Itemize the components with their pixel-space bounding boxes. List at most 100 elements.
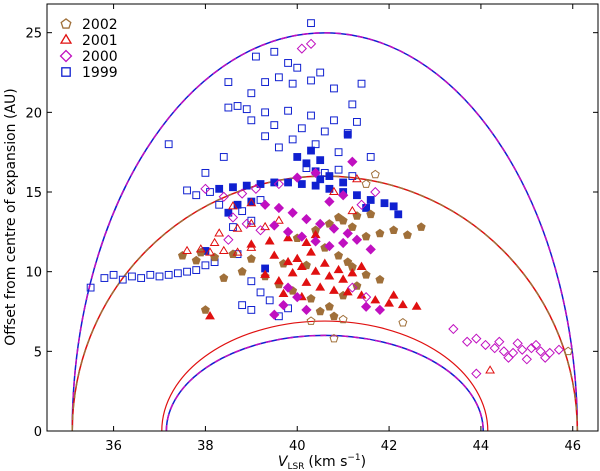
- data-point-2001: [182, 245, 192, 255]
- data-point-2002: [334, 251, 344, 260]
- data-point-1999: [118, 275, 127, 284]
- data-point-2000: [292, 292, 303, 303]
- data-point-2000: [241, 218, 252, 230]
- data-point-1999: [109, 270, 118, 279]
- data-point-2002: [338, 314, 348, 324]
- data-point-1999: [100, 274, 109, 282]
- x-tick-label: 42: [381, 439, 398, 454]
- data-point-1999: [330, 116, 338, 125]
- data-point-2002: [329, 311, 339, 321]
- data-point-1999: [284, 106, 292, 115]
- data-point-2000: [292, 172, 303, 183]
- x-tick-label: 40: [289, 439, 306, 454]
- data-point-2000: [448, 323, 459, 335]
- data-point-2001: [301, 237, 312, 247]
- y-tick-label: 25: [25, 27, 42, 42]
- data-point-2002: [398, 317, 408, 327]
- y-tick-label: 15: [25, 186, 42, 201]
- data-point-2000: [370, 186, 381, 198]
- data-point-1999: [215, 200, 224, 209]
- data-point-1999: [307, 111, 315, 120]
- legend-marker: [60, 18, 72, 29]
- data-point-1999: [155, 272, 164, 281]
- y-tick-label: 5: [34, 345, 42, 360]
- data-point-2001: [342, 287, 353, 296]
- data-point-1999: [307, 19, 315, 28]
- y-axis-label: Offset from centre of expansion (AU): [3, 88, 19, 345]
- legend-marker: [59, 33, 73, 44]
- data-point-1999: [307, 146, 315, 155]
- data-point-2001: [310, 266, 321, 275]
- x-tick-label: 38: [197, 439, 214, 454]
- data-point-1999: [297, 124, 306, 133]
- data-point-1999: [265, 296, 274, 305]
- data-point-2000: [338, 190, 349, 201]
- data-point-2002: [306, 316, 316, 325]
- data-point-2000: [269, 309, 280, 320]
- data-point-2000: [223, 234, 234, 245]
- data-point-2000: [273, 178, 285, 190]
- data-point-2000: [338, 237, 349, 249]
- data-point-1999: [86, 283, 95, 292]
- data-point-2000: [360, 301, 372, 312]
- data-point-2002: [361, 270, 371, 279]
- data-point-1999: [183, 267, 191, 276]
- legend-item-2002: 2002: [60, 17, 118, 33]
- data-point-2001: [278, 288, 289, 298]
- data-point-2001: [269, 250, 280, 259]
- data-point-2002: [361, 179, 371, 188]
- data-point-2000: [471, 333, 482, 344]
- data-point-2000: [305, 38, 317, 49]
- data-point-2002: [389, 225, 399, 235]
- data-point-2000: [553, 344, 565, 355]
- data-point-2001: [283, 256, 293, 266]
- shell-1: [71, 32, 579, 431]
- data-point-2000: [503, 352, 514, 363]
- data-point-2000: [301, 213, 312, 225]
- data-point-2000: [328, 223, 340, 234]
- x-axis-label-close: ): [361, 454, 366, 470]
- data-point-1999: [339, 178, 348, 187]
- data-point-2001: [347, 268, 358, 277]
- data-point-1999: [293, 153, 302, 161]
- data-point-2000: [498, 346, 509, 357]
- data-point-2001: [388, 290, 399, 299]
- data-point-2000: [315, 218, 326, 230]
- data-point-2001: [273, 276, 284, 285]
- data-point-1999: [128, 272, 136, 281]
- x-axis-label-main: V: [278, 454, 289, 470]
- data-point-2001: [315, 282, 326, 291]
- data-point-2000: [237, 188, 248, 199]
- data-point-2000: [512, 338, 523, 349]
- data-point-2001: [352, 174, 362, 183]
- data-point-2000: [526, 343, 537, 354]
- data-point-2001: [301, 277, 312, 286]
- y-tick-label: 0: [34, 425, 42, 440]
- legend-item-2001: 2001: [59, 33, 118, 49]
- data-point-2001: [195, 244, 206, 253]
- legend-label: 1999: [82, 65, 118, 81]
- data-point-2001: [205, 311, 215, 320]
- data-point-1999: [274, 143, 283, 152]
- data-point-2000: [360, 292, 372, 303]
- data-point-2002: [347, 222, 357, 231]
- data-point-2001: [264, 236, 275, 245]
- shell-line: [161, 320, 489, 431]
- data-point-2000: [200, 183, 211, 194]
- data-point-2002: [315, 306, 325, 316]
- data-point-2002: [200, 305, 210, 314]
- data-point-2002: [375, 274, 385, 284]
- data-point-1999: [247, 116, 256, 125]
- shell-line-dashed: [71, 32, 579, 431]
- data-point-2000: [342, 228, 353, 239]
- data-point-1999: [334, 148, 343, 157]
- data-point-2001: [324, 271, 335, 280]
- data-point-1999: [343, 130, 352, 139]
- data-point-1999: [247, 277, 256, 286]
- data-point-1999: [394, 210, 403, 219]
- data-point-2001: [306, 247, 316, 256]
- data-point-2002: [416, 222, 426, 231]
- x-axis-label-exp: −1: [347, 453, 360, 463]
- data-point-2002: [563, 346, 573, 356]
